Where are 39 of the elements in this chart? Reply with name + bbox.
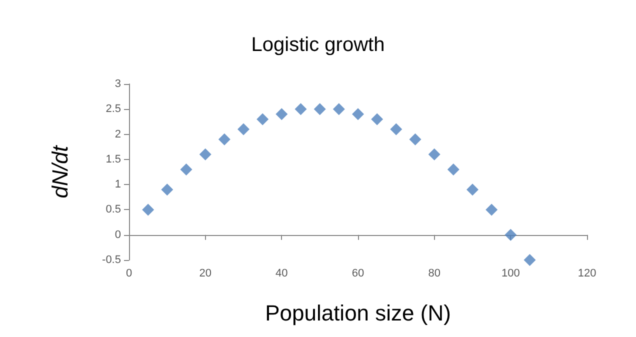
point [218,133,230,146]
point [447,163,460,176]
point [142,204,154,216]
point [504,228,517,241]
point [161,184,174,196]
y-tick-label: 0.5 [106,204,121,216]
point [294,103,307,116]
point [332,103,345,116]
x-tick-label: 20 [199,268,212,280]
y-tick-label: 0 [114,228,121,241]
point [486,204,498,216]
x-tick-label: 100 [501,268,520,280]
point [256,113,269,126]
chart-title: Logistic growth [251,34,385,56]
x-tick-label: 40 [276,268,288,280]
point [314,103,326,116]
x-tick-label: 60 [352,268,364,280]
y-tick-label: 3 [114,78,121,90]
y-tick-label: 1 [114,178,121,191]
point [524,254,536,266]
y-tick-label: 1.5 [106,153,121,166]
x-tick-label: 120 [578,268,596,280]
x-tick-label: 80 [428,268,440,280]
y-tick-label: 2.5 [106,103,121,116]
x-tick-label: 0 [126,268,132,280]
y-axis-title: dN/dt [48,144,72,198]
y-tick-label: 2 [114,128,121,140]
point [180,163,192,176]
point [352,108,364,120]
point [409,133,422,146]
point [390,123,402,136]
point [466,184,478,196]
point [428,148,440,160]
x-axis-title: Population size (N) [265,300,451,326]
point [276,108,288,120]
point [199,148,212,160]
point [371,113,384,126]
y-tick-label: -0.5 [102,254,121,266]
point [238,123,250,136]
